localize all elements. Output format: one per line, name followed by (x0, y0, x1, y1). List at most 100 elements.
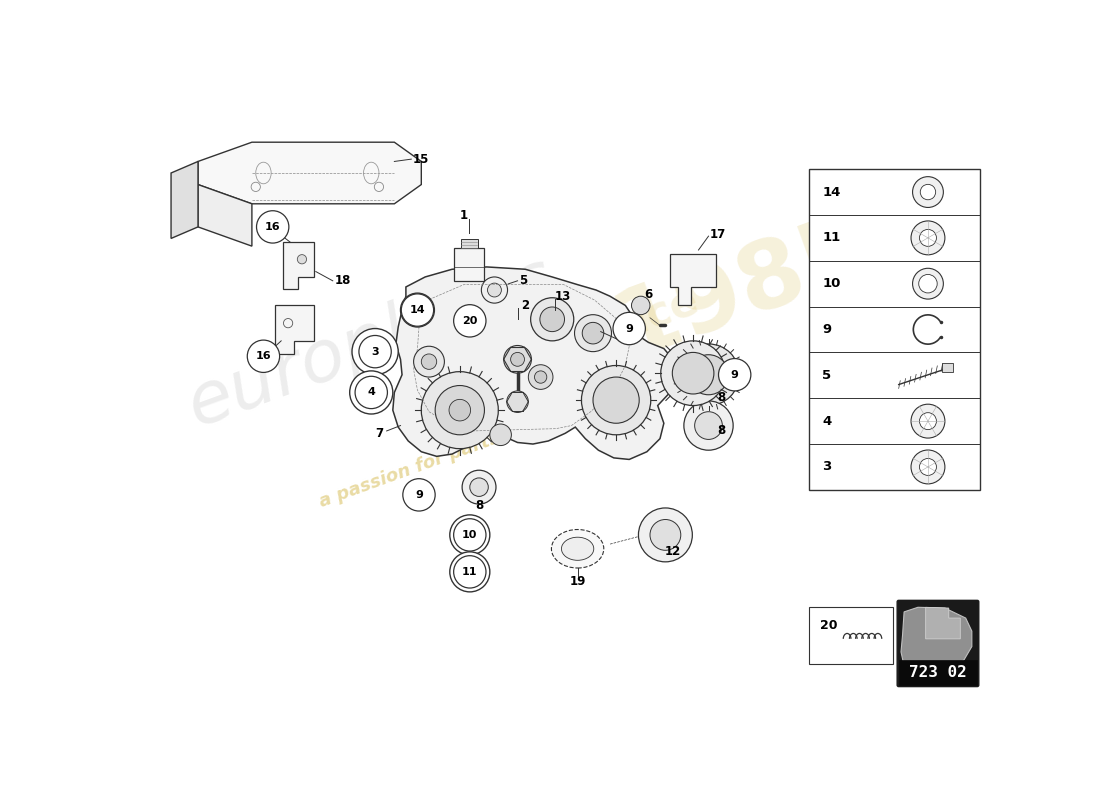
Circle shape (504, 346, 531, 373)
FancyBboxPatch shape (808, 169, 980, 490)
Text: 11: 11 (462, 567, 477, 577)
FancyBboxPatch shape (898, 600, 979, 686)
Text: 5: 5 (519, 274, 527, 287)
Circle shape (921, 184, 936, 200)
Text: 9: 9 (625, 323, 634, 334)
Circle shape (913, 177, 944, 207)
Circle shape (689, 354, 728, 394)
Circle shape (582, 322, 604, 344)
Circle shape (459, 523, 482, 546)
Circle shape (355, 376, 387, 409)
Text: 16: 16 (265, 222, 280, 232)
Text: since: since (576, 278, 705, 360)
Text: 3: 3 (372, 346, 378, 357)
Ellipse shape (561, 538, 594, 560)
Circle shape (400, 293, 434, 327)
Circle shape (920, 458, 936, 475)
Circle shape (359, 380, 384, 405)
FancyBboxPatch shape (454, 249, 484, 281)
Polygon shape (901, 607, 972, 677)
Circle shape (453, 556, 486, 588)
Circle shape (593, 377, 639, 423)
FancyBboxPatch shape (899, 661, 977, 685)
Circle shape (403, 478, 436, 511)
Text: 15: 15 (412, 153, 429, 166)
Circle shape (672, 353, 714, 394)
Circle shape (359, 335, 392, 368)
Text: 14: 14 (409, 305, 426, 315)
Circle shape (574, 314, 612, 352)
Circle shape (913, 268, 944, 299)
Text: 10: 10 (823, 277, 840, 290)
Text: 19: 19 (570, 574, 586, 587)
Text: 12: 12 (666, 546, 681, 558)
Polygon shape (393, 267, 675, 459)
Text: a passion for parts since 1985: a passion for parts since 1985 (317, 390, 610, 511)
Text: europlates: europlates (178, 244, 564, 441)
Text: 4: 4 (823, 414, 832, 428)
Circle shape (540, 307, 564, 332)
Circle shape (650, 519, 681, 550)
Text: 9: 9 (415, 490, 422, 500)
Polygon shape (198, 185, 252, 246)
Text: 9: 9 (730, 370, 738, 380)
Circle shape (920, 230, 936, 246)
Circle shape (256, 210, 289, 243)
Text: 9: 9 (823, 323, 832, 336)
Circle shape (453, 305, 486, 337)
Circle shape (470, 478, 488, 496)
Circle shape (718, 358, 751, 391)
Circle shape (453, 518, 486, 551)
Text: 13: 13 (554, 290, 571, 302)
Circle shape (920, 413, 936, 430)
Circle shape (695, 412, 723, 439)
Polygon shape (283, 242, 313, 289)
Circle shape (436, 386, 484, 435)
Text: 10: 10 (462, 530, 477, 540)
Text: 8: 8 (717, 391, 726, 404)
Circle shape (918, 274, 937, 293)
Text: 7: 7 (375, 426, 383, 440)
Text: 723 02: 723 02 (909, 666, 967, 680)
Circle shape (528, 365, 553, 390)
Circle shape (530, 298, 574, 341)
Circle shape (631, 296, 650, 314)
Circle shape (462, 470, 496, 504)
Polygon shape (172, 162, 198, 238)
Text: 16: 16 (255, 351, 272, 362)
Circle shape (911, 221, 945, 255)
Circle shape (911, 450, 945, 484)
Text: 1985: 1985 (602, 200, 880, 377)
Circle shape (582, 366, 651, 435)
Circle shape (459, 560, 482, 583)
Circle shape (421, 372, 498, 449)
Circle shape (507, 391, 528, 413)
FancyBboxPatch shape (461, 239, 477, 249)
Text: 2: 2 (521, 299, 529, 312)
Circle shape (402, 294, 433, 326)
Text: 5: 5 (823, 369, 832, 382)
Circle shape (661, 341, 726, 406)
Circle shape (450, 515, 490, 555)
Circle shape (535, 371, 547, 383)
Circle shape (490, 424, 512, 446)
Polygon shape (198, 142, 421, 204)
Polygon shape (275, 306, 314, 354)
Text: 3: 3 (823, 461, 832, 474)
Text: 4: 4 (367, 387, 375, 398)
Circle shape (450, 552, 490, 592)
Text: 20: 20 (462, 316, 477, 326)
Circle shape (350, 371, 393, 414)
Text: 6: 6 (645, 288, 652, 301)
Circle shape (297, 254, 307, 264)
Ellipse shape (551, 530, 604, 568)
Circle shape (487, 283, 502, 297)
Text: 1: 1 (460, 209, 467, 222)
FancyBboxPatch shape (808, 606, 893, 664)
Circle shape (408, 301, 427, 319)
Circle shape (613, 312, 646, 345)
Text: 8: 8 (717, 425, 726, 438)
Circle shape (911, 404, 945, 438)
Polygon shape (926, 607, 960, 639)
FancyBboxPatch shape (942, 363, 953, 372)
